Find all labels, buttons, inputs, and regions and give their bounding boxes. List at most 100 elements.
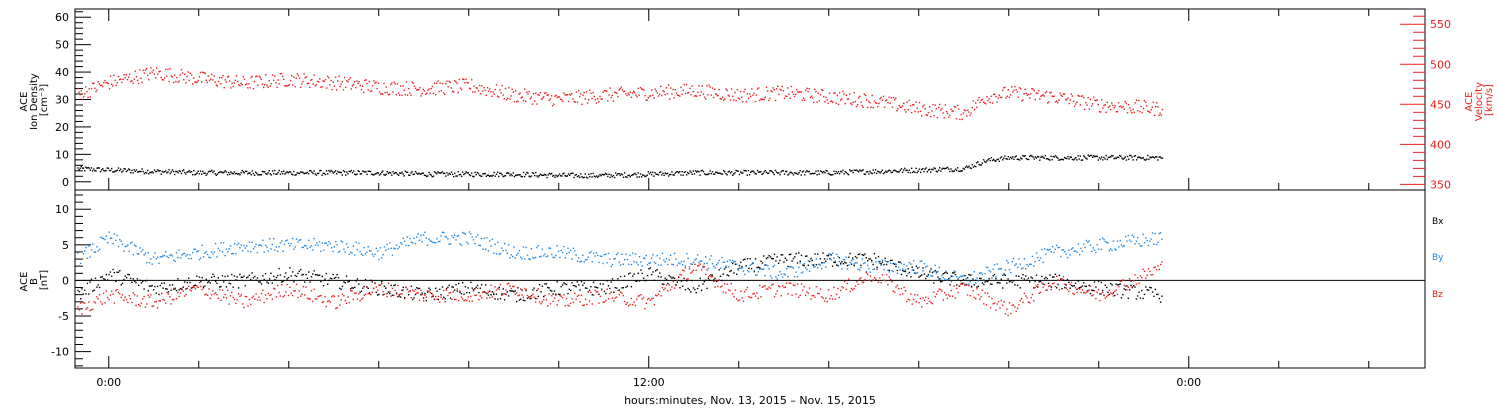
data-point — [1106, 158, 1108, 161]
data-point — [949, 170, 951, 173]
data-point — [778, 93, 780, 96]
data-point — [675, 92, 678, 94]
data-point — [453, 234, 456, 236]
data-point — [262, 275, 264, 277]
data-point — [82, 96, 85, 98]
data-point — [715, 280, 718, 283]
data-point — [975, 165, 977, 168]
data-point — [424, 93, 427, 95]
data-point — [637, 264, 639, 266]
data-point — [1041, 248, 1043, 251]
data-point — [514, 257, 516, 259]
data-point — [937, 290, 939, 292]
data-point — [432, 241, 434, 244]
data-point — [154, 252, 156, 254]
data-point — [384, 91, 386, 94]
data-point — [718, 269, 720, 271]
data-point — [422, 297, 425, 299]
data-point — [906, 265, 908, 267]
data-point — [150, 285, 152, 287]
data-point — [467, 172, 469, 174]
data-point — [840, 262, 842, 264]
data-point — [900, 287, 903, 290]
data-point — [199, 71, 202, 74]
data-point — [474, 171, 476, 174]
data-point — [509, 285, 511, 287]
data-point — [811, 295, 813, 297]
data-point — [129, 298, 132, 300]
data-point — [466, 299, 468, 302]
data-point — [499, 252, 502, 255]
data-point — [1079, 288, 1081, 290]
data-point — [811, 259, 813, 262]
data-point — [266, 246, 268, 248]
data-point — [814, 266, 816, 268]
data-point — [490, 284, 492, 286]
data-point — [329, 243, 332, 245]
data-point — [428, 88, 430, 90]
data-point — [707, 173, 709, 176]
data-point — [1076, 251, 1078, 253]
data-point — [879, 98, 881, 100]
data-point — [360, 88, 363, 91]
data-point — [373, 174, 375, 176]
data-point — [611, 297, 614, 299]
data-point — [90, 309, 93, 311]
data-point — [1058, 99, 1060, 101]
data-point — [431, 292, 433, 295]
data-point — [86, 282, 89, 285]
data-point — [1156, 102, 1158, 104]
data-point — [135, 245, 137, 247]
data-point — [525, 173, 527, 176]
data-point — [466, 81, 468, 84]
data-point — [314, 85, 316, 87]
data-point — [844, 261, 846, 263]
data-point — [1047, 102, 1049, 104]
data-point — [744, 169, 746, 172]
data-point — [400, 85, 402, 87]
data-point — [664, 287, 666, 289]
data-point — [953, 270, 955, 272]
data-point — [828, 173, 831, 175]
data-point — [364, 253, 367, 255]
data-point — [1074, 287, 1077, 289]
data-point — [129, 73, 131, 75]
data-point — [467, 287, 469, 289]
data-point — [474, 242, 476, 245]
data-point — [860, 267, 862, 269]
data-point — [621, 89, 624, 91]
data-point — [188, 285, 190, 287]
data-point — [759, 267, 761, 269]
data-point — [476, 287, 479, 290]
data-point — [750, 263, 753, 265]
data-point — [926, 275, 928, 277]
data-point — [713, 279, 715, 281]
data-point — [815, 91, 817, 93]
data-point — [179, 170, 181, 173]
data-point — [1061, 288, 1063, 290]
data-point — [475, 294, 477, 297]
data-point — [966, 277, 969, 279]
data-point — [586, 303, 588, 306]
data-point — [412, 289, 414, 291]
data-point — [166, 288, 168, 290]
data-point — [209, 257, 211, 259]
data-point — [286, 239, 288, 241]
data-point — [595, 291, 597, 293]
data-point — [243, 78, 246, 80]
data-point — [1034, 280, 1036, 282]
data-point — [313, 74, 315, 76]
data-point — [266, 84, 268, 86]
data-point — [763, 98, 765, 100]
data-point — [915, 101, 917, 103]
data-point — [509, 257, 511, 259]
data-point — [420, 294, 422, 296]
data-point — [105, 169, 107, 172]
data-point — [237, 242, 240, 245]
data-point — [279, 295, 282, 297]
data-point — [925, 167, 927, 169]
data-point — [1100, 248, 1102, 250]
data-point — [228, 171, 230, 174]
data-point — [312, 83, 314, 85]
data-point — [914, 272, 916, 274]
